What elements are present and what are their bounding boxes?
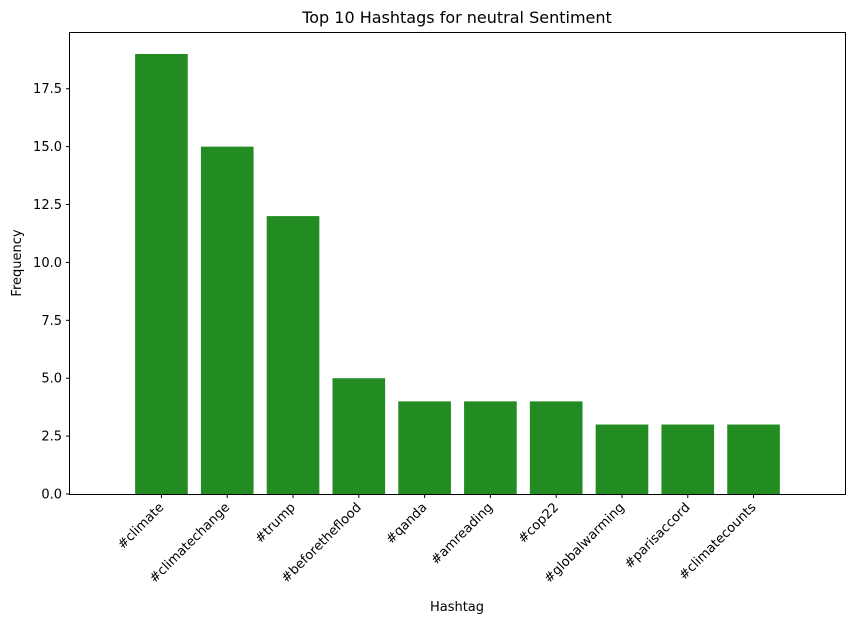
bar-cop22 [529,401,583,494]
y-axis-label: Frequency [10,229,25,296]
bar-amreading [464,401,517,494]
bars-group [135,54,780,494]
bar-globalwarming [595,424,649,494]
bar-qanda [398,401,451,494]
bar-climatechange [200,146,254,494]
x-tick-label: #parisaccord [622,500,694,572]
x-axis: #climate#climatechange #trump#beforethefl… [115,494,760,587]
x-tick-label: #climate [115,500,167,552]
bar-parisaccord [661,424,715,494]
x-axis-label: Hashtag [430,600,484,615]
bar-trump [266,216,320,494]
chart-title: Top 10 Hashtags for neutral Sentiment [301,8,612,27]
y-tick-label: 15.0 [33,140,62,155]
y-axis: 0.0 2.5 5.0 7.5 10.0 12.5 15.0 17.5 [33,82,70,503]
plot-frame [69,32,846,495]
bar-climatecounts [727,424,780,494]
y-tick-label: 7.5 [41,314,62,329]
bar-beforetheflood [332,378,386,494]
y-tick-label: 5.0 [41,372,62,387]
bar-climate [135,54,188,494]
x-tick-label: #trump [253,500,299,546]
y-tick-label: 10.0 [33,256,62,271]
y-tick-label: 2.5 [41,430,62,445]
y-tick-label: 0.0 [41,488,62,503]
y-tick-label: 17.5 [33,82,62,97]
x-tick-label: #qanda [383,500,430,547]
y-tick-label: 12.5 [33,198,62,213]
x-tick-label: #cop22 [515,500,562,547]
x-tick-label: #amreading [428,500,496,568]
